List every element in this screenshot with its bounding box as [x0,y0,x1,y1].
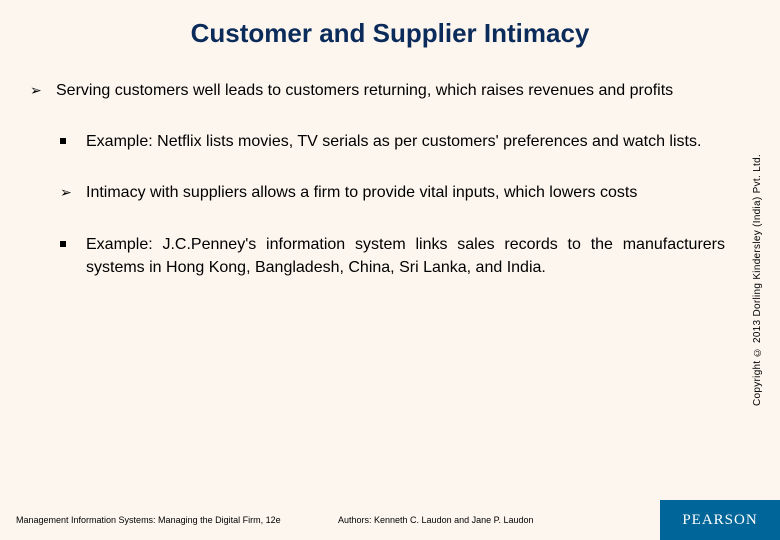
bullet-text: Example: J.C.Penney's information system… [86,233,725,279]
bullet-text: Serving customers well leads to customer… [56,79,725,102]
bullet-text: Example: Netflix lists movies, TV serial… [86,130,725,153]
footer-authors: Authors: Kenneth C. Laudon and Jane P. L… [338,515,660,525]
bullet-item: ➢ Serving customers well leads to custome… [30,79,725,102]
arrow-bullet-icon: ➢ [30,82,42,98]
square-bullet-icon [60,241,66,247]
slide-content: ➢ Serving customers well leads to custome… [0,49,780,279]
arrow-bullet-icon: ➢ [60,184,72,200]
square-bullet-icon [60,138,66,144]
bullet-item: Example: Netflix lists movies, TV serial… [30,130,725,153]
pearson-logo: PEARSON [660,500,780,540]
slide-title: Customer and Supplier Intimacy [0,0,780,49]
bullet-item: Example: J.C.Penney's information system… [30,233,725,279]
footer-book-title: Management Information Systems: Managing… [0,515,338,525]
slide: Customer and Supplier Intimacy ➢ Serving … [0,0,780,540]
bullet-item: ➢ Intimacy with suppliers allows a firm t… [30,181,725,204]
bullet-text: Intimacy with suppliers allows a firm to… [86,181,725,204]
footer-bar: Management Information Systems: Managing… [0,500,780,540]
copyright-vertical: Copyright © 2013 Dorling Kindersley (Ind… [752,100,772,460]
